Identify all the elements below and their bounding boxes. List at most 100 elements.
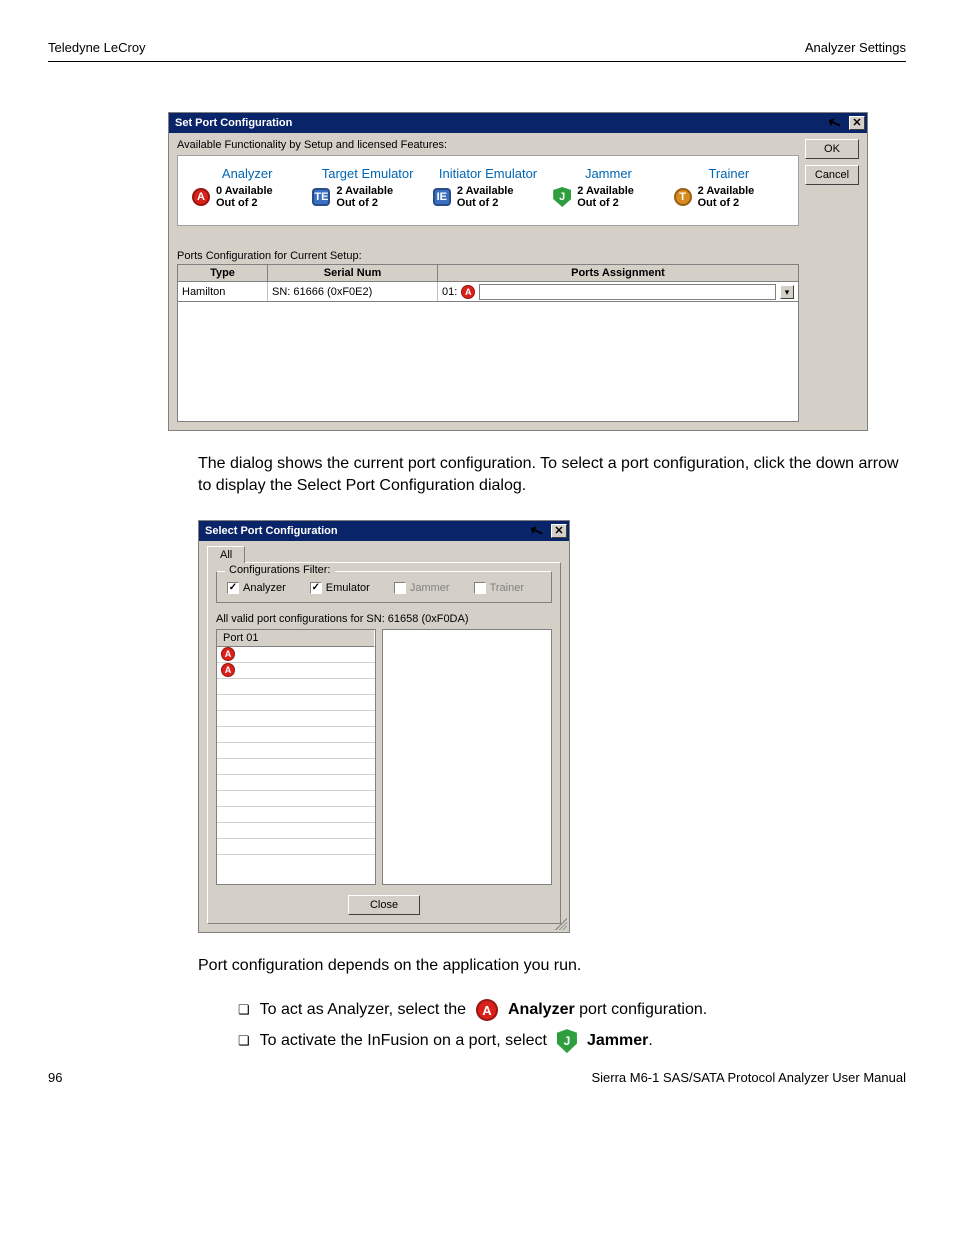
dialog2-title: Select Port Configuration	[205, 525, 338, 537]
resize-handle-icon[interactable]	[555, 918, 567, 930]
cb-trainer-label: Trainer	[490, 582, 524, 594]
doc-title: Sierra M6-1 SAS/SATA Protocol Analyzer U…	[591, 1070, 906, 1085]
checkbox-icon	[394, 582, 406, 594]
set-port-config-dialog: Set Port Configuration ↖ ✕ OK Cancel Ava…	[168, 112, 868, 431]
th-type: Type	[178, 265, 268, 281]
th-ports-assignment: Ports Assignment	[438, 265, 798, 281]
sn-label: All valid port configurations for SN: 61…	[216, 613, 552, 625]
config-filter-legend: Configurations Filter:	[225, 564, 335, 576]
list-item[interactable]	[217, 855, 375, 871]
dialog2-titlebar: Select Port Configuration ↖ ✕	[199, 521, 569, 541]
ok-button[interactable]: OK	[805, 139, 859, 159]
bullet-icon: ❏	[238, 1002, 250, 1018]
analyzer-icon: A	[221, 663, 235, 677]
bullet-jammer: ❏ To activate the InFusion on a port, se…	[238, 1029, 906, 1053]
page-header: Teledyne LeCroy Analyzer Settings	[48, 40, 906, 62]
cell-sn: SN: 61666 (0xF0E2)	[268, 282, 438, 301]
feat-initem-l2: Out of 2	[457, 197, 499, 209]
cell-pa-label: 01:	[442, 286, 457, 298]
analyzer-icon: A	[476, 999, 498, 1021]
analyzer-icon: A	[192, 188, 210, 206]
list-item[interactable]	[217, 759, 375, 775]
ports-assignment-dropdown[interactable]: ▾	[780, 285, 794, 299]
features-panel: Analyzer A 0 Available Out of 2 Target Em…	[177, 155, 799, 226]
cb-emulator-label: Emulator	[326, 582, 370, 594]
analyzer-icon: A	[221, 647, 235, 661]
dialog1-close-button[interactable]: ✕	[849, 116, 865, 130]
config-filter-fieldset: Configurations Filter: ✓Analyzer ✓Emulat…	[216, 571, 552, 603]
cb-trainer: Trainer	[474, 582, 524, 594]
bullet1-text-a: To act as Analyzer, select the	[260, 1001, 466, 1019]
header-right: Analyzer Settings	[805, 40, 906, 55]
bullet-analyzer: ❏ To act as Analyzer, select the A Analy…	[238, 999, 906, 1021]
dialog2-close-button[interactable]: ✕	[551, 524, 567, 538]
checkbox-icon: ✓	[227, 582, 239, 594]
feat-analyzer-l1: 0 Available	[216, 185, 273, 197]
page-number: 96	[48, 1070, 62, 1085]
checkbox-icon	[474, 582, 486, 594]
cancel-button[interactable]: Cancel	[805, 165, 859, 185]
feat-targetem-head: Target Emulator	[312, 166, 422, 181]
bullet2-text-b: Jammer	[587, 1032, 648, 1049]
header-left: Teledyne LeCroy	[48, 40, 146, 55]
page-footer: 96 Sierra M6-1 SAS/SATA Protocol Analyze…	[48, 1070, 906, 1085]
feat-targetem-l2: Out of 2	[336, 197, 378, 209]
dialog1-titlebar: Set Port Configuration ↖ ✕	[169, 113, 867, 133]
feat-initem-l1: 2 Available	[457, 185, 514, 197]
dialog1-title: Set Port Configuration	[175, 117, 292, 129]
table-empty-area	[177, 302, 799, 422]
list-item[interactable]	[217, 743, 375, 759]
bullet1-text-b: Analyzer	[508, 1001, 575, 1018]
list-item[interactable]	[217, 711, 375, 727]
list-item[interactable]	[217, 791, 375, 807]
cell-type: Hamilton	[178, 282, 268, 301]
cell-pa-icon: A	[461, 285, 475, 299]
list-item[interactable]	[217, 679, 375, 695]
bullet2-text-a: To activate the InFusion on a port, sele…	[260, 1032, 547, 1050]
th-serial-num: Serial Num	[268, 265, 438, 281]
cursor-icon: ↖	[527, 519, 546, 542]
ports-config-label: Ports Configuration for Current Setup:	[177, 250, 799, 262]
feat-jammer-l1: 2 Available	[577, 185, 634, 197]
select-port-config-dialog: Select Port Configuration ↖ ✕ All Config…	[198, 520, 570, 933]
preview-panel	[382, 629, 552, 885]
bullet2-text-c: .	[648, 1032, 652, 1049]
feat-jammer-head: Jammer	[553, 166, 663, 181]
trainer-icon: T	[674, 188, 692, 206]
avail-features-label: Available Functionality by Setup and lic…	[177, 139, 799, 151]
tab-all[interactable]: All	[207, 546, 245, 563]
cb-analyzer[interactable]: ✓Analyzer	[227, 582, 286, 594]
feat-trainer-head: Trainer	[674, 166, 784, 181]
ports-table: Type Serial Num Ports Assignment Hamilto…	[177, 264, 799, 422]
feat-trainer-l2: Out of 2	[698, 197, 740, 209]
bullet1-text-c: port configuration.	[575, 1001, 708, 1018]
bullet-icon: ❏	[238, 1033, 250, 1049]
list-item[interactable]: A	[217, 663, 375, 679]
list-item[interactable]	[217, 727, 375, 743]
feat-initem-head: Initiator Emulator	[433, 166, 543, 181]
list-item[interactable]	[217, 775, 375, 791]
paragraph-2: Port configuration depends on the applic…	[198, 955, 906, 977]
close-button[interactable]: Close	[348, 895, 420, 915]
cb-emulator[interactable]: ✓ Emulator	[310, 582, 370, 594]
list-item[interactable]	[217, 695, 375, 711]
checkbox-icon: ✓	[310, 582, 322, 594]
port-list-header: Port 01	[217, 630, 375, 647]
initiator-emulator-icon: IE	[433, 188, 451, 206]
feat-analyzer-head: Analyzer	[192, 166, 302, 181]
paragraph-1: The dialog shows the current port config…	[198, 453, 906, 498]
feat-trainer-l1: 2 Available	[698, 185, 755, 197]
target-emulator-icon: TE	[312, 188, 330, 206]
port-list[interactable]: Port 01 A A	[216, 629, 376, 885]
table-row: Hamilton SN: 61666 (0xF0E2) 01: A ▾	[177, 282, 799, 302]
feat-targetem-l1: 2 Available	[336, 185, 393, 197]
list-item[interactable]	[217, 839, 375, 855]
jammer-icon: J	[557, 1029, 577, 1053]
cb-jammer-label: Jammer	[410, 582, 450, 594]
list-item[interactable]	[217, 807, 375, 823]
list-item[interactable]	[217, 823, 375, 839]
list-item[interactable]: A	[217, 647, 375, 663]
jammer-icon: J	[553, 187, 571, 207]
ports-assignment-input[interactable]	[479, 284, 776, 300]
cb-jammer: Jammer	[394, 582, 450, 594]
